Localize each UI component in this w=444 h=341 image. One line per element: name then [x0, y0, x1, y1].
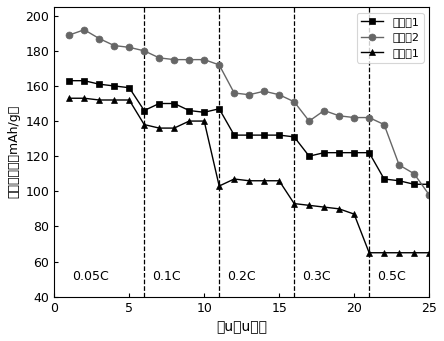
Text: 0.1C: 0.1C — [152, 270, 180, 283]
Legend: 实施例1, 实施例2, 对比例1: 实施例1, 实施例2, 对比例1 — [357, 13, 424, 62]
Text: 0.5C: 0.5C — [377, 270, 405, 283]
Text: 0.3C: 0.3C — [301, 270, 330, 283]
Text: 0.05C: 0.05C — [72, 270, 109, 283]
Text: 0.2C: 0.2C — [227, 270, 255, 283]
X-axis label: 循u环u圈数: 循u环u圈数 — [216, 320, 267, 334]
Y-axis label: 放电比容量（mAh/g）: 放电比容量（mAh/g） — [7, 105, 20, 198]
